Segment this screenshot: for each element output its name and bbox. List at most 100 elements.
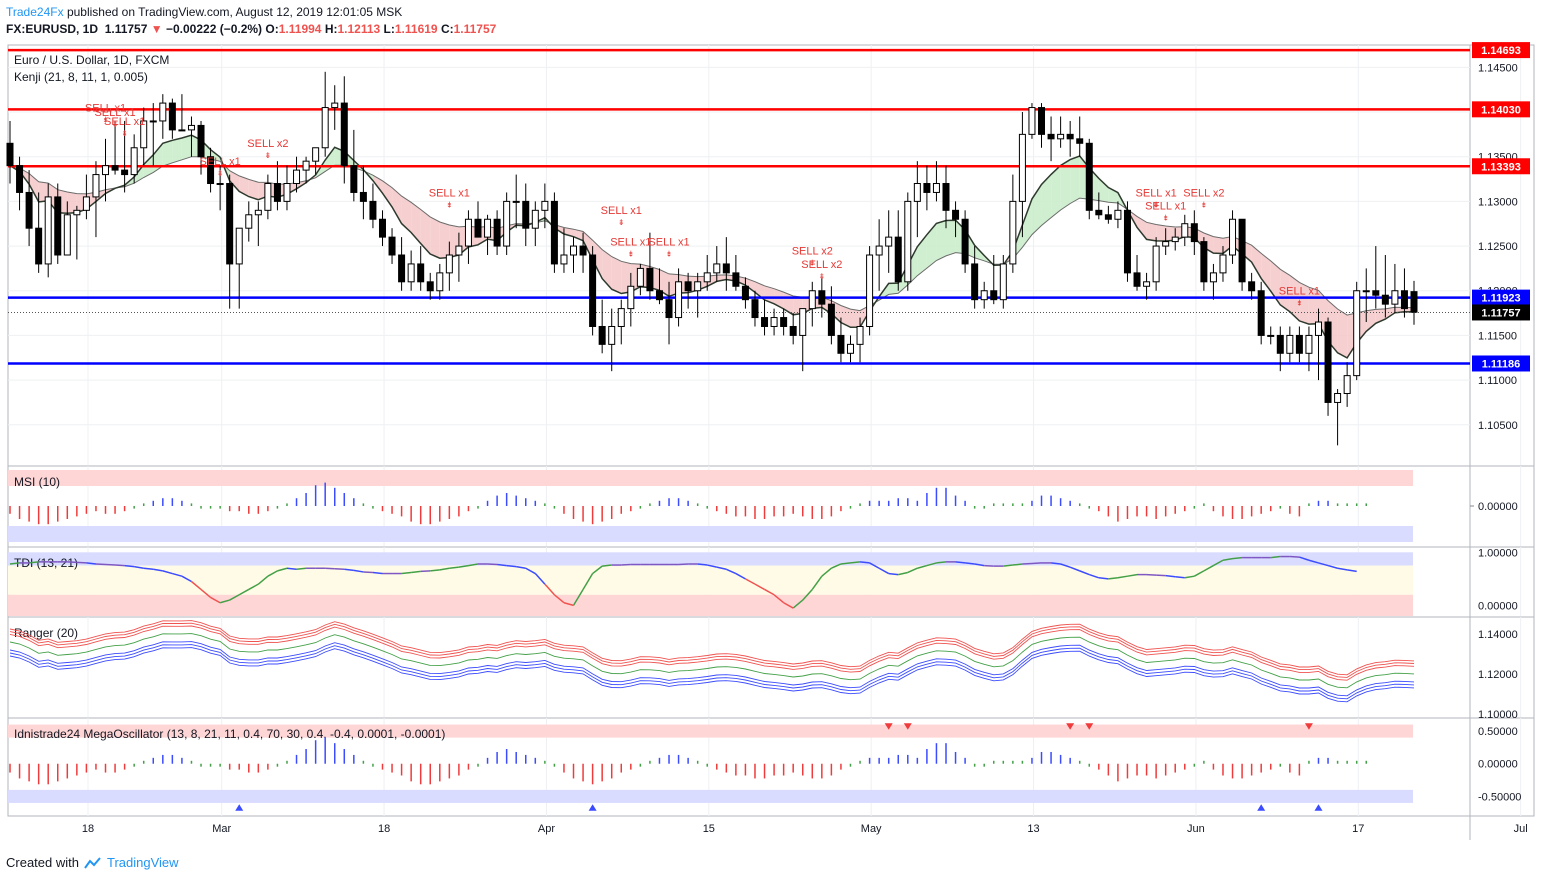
candle-body	[369, 200, 377, 220]
tdi-segment	[67, 561, 77, 564]
sell-signal-label: SELL x1	[85, 102, 126, 114]
cloud-segment	[850, 309, 861, 328]
tdi-segment	[1127, 573, 1138, 577]
cloud-segment	[659, 269, 670, 297]
tdi-segment	[430, 569, 440, 572]
tdi-segment	[831, 563, 842, 569]
mega-y-tick: 0.00000	[1478, 759, 1518, 771]
msi-y-tick: 0.00000	[1478, 501, 1518, 513]
y-tick-label: 1.10500	[1478, 420, 1518, 432]
y-tick-label: 1.11500	[1478, 330, 1517, 342]
candle-body	[646, 267, 654, 292]
ranger-y-tick: 1.10000	[1478, 709, 1518, 721]
candle-body	[856, 325, 864, 345]
candle-body	[111, 165, 119, 171]
tdi-segment	[257, 575, 269, 585]
cloud-segment	[1213, 236, 1223, 254]
cloud-segment	[1366, 309, 1376, 332]
candle-body	[1238, 218, 1246, 283]
ranger-band	[9, 644, 1415, 700]
tdi-segment	[353, 569, 364, 573]
tdi-y-tick: 1.00000	[1478, 547, 1518, 559]
tdi-segment	[267, 570, 278, 577]
sell-signal-label: SELL x1	[1279, 286, 1320, 298]
ranger-y-tick: 1.14000	[1478, 629, 1518, 641]
tdi-segment	[372, 571, 383, 575]
price-change: −0.00222 (−0.2%)	[165, 22, 263, 36]
tradingview-brand[interactable]: TradingView	[106, 855, 179, 870]
tdi-segment	[1069, 566, 1080, 572]
cloud-segment	[1070, 155, 1080, 204]
tdi-segment	[888, 572, 899, 576]
candle-body	[512, 200, 520, 203]
candle-body	[894, 236, 902, 283]
sell-arrow-icon: ⇟	[1162, 214, 1169, 223]
candle-body	[1248, 281, 1256, 292]
sell-signal-label: SELL x2	[247, 138, 288, 150]
tdi-segment	[115, 564, 125, 567]
x-tick-label: Jul	[1514, 823, 1528, 835]
candle-body	[1362, 290, 1370, 293]
cloud-segment	[764, 285, 775, 304]
symbol-name: FX:EURUSD, 1D	[6, 22, 99, 36]
candle-body	[359, 191, 367, 202]
candle-body	[178, 129, 186, 132]
down-triangle-icon	[903, 723, 912, 730]
tdi-segment	[840, 562, 851, 565]
symbol-line: FX:EURUSD, 1D 1.11757 ▼ −0.00222 (−0.2%)…	[6, 22, 496, 36]
chart-title: Euro / U.S. Dollar, 1D, FXCM	[14, 53, 169, 67]
sell-arrow-icon: ⇟	[618, 218, 625, 227]
candle-body	[1181, 223, 1189, 238]
kenji-label: Kenji (21, 8, 11, 1, 0.005)	[14, 70, 148, 84]
down-arrow-icon: ▼	[150, 22, 163, 36]
candle-body	[589, 254, 597, 327]
mega-lower-zone	[8, 789, 1413, 803]
tdi-mid-zone	[8, 565, 1413, 595]
cloud-segment	[1299, 282, 1309, 325]
cloud-segment	[67, 191, 77, 214]
x-tick-label: Mar	[212, 823, 231, 835]
tdi-segment	[76, 561, 87, 564]
candle-body	[140, 120, 148, 149]
cloud-segment	[1337, 309, 1348, 358]
tdi-segment	[602, 564, 612, 567]
candle-body	[1314, 321, 1322, 336]
x-tick-label: May	[861, 823, 882, 835]
level-label: 1.13393	[1481, 161, 1521, 173]
y-tick-label: 1.14500	[1478, 62, 1518, 74]
sell-arrow-icon: ⇟	[666, 249, 673, 258]
candle-body	[207, 156, 215, 185]
tdi-segment	[697, 563, 708, 566]
candle-body	[598, 325, 606, 345]
tdi-segment	[621, 563, 631, 566]
tdi-segment	[497, 563, 507, 567]
candle-body	[216, 183, 224, 186]
candle-body	[197, 124, 205, 158]
candle-body	[245, 214, 253, 229]
level-label-box	[1472, 158, 1530, 175]
mega-upper-zone	[8, 724, 1413, 738]
candle-body	[808, 290, 816, 310]
cloud-segment	[917, 234, 927, 276]
candle-body	[655, 290, 663, 301]
candle-body	[44, 196, 52, 265]
candle-body	[254, 209, 262, 216]
candle-body	[846, 343, 854, 354]
author-link[interactable]: Trade24Fx	[6, 5, 64, 19]
tdi-segment	[468, 563, 479, 567]
tdi-segment	[420, 570, 431, 573]
y-tick-label: 1.12500	[1478, 241, 1518, 253]
sell-arrow-icon: ⇟	[1296, 299, 1303, 308]
candle-body	[226, 183, 234, 265]
sell-signal-label: SELL x1	[648, 236, 689, 248]
candle-body	[904, 200, 912, 283]
sell-signal-label: SELL x1	[1136, 187, 1177, 199]
tdi-segment	[153, 568, 163, 572]
candle-body	[913, 183, 921, 202]
tdi-segment	[678, 563, 689, 566]
close-value: 1.11757	[453, 22, 497, 36]
candle-body	[942, 183, 950, 211]
level-label: 1.14693	[1481, 45, 1521, 57]
tdi-segment	[850, 561, 861, 564]
